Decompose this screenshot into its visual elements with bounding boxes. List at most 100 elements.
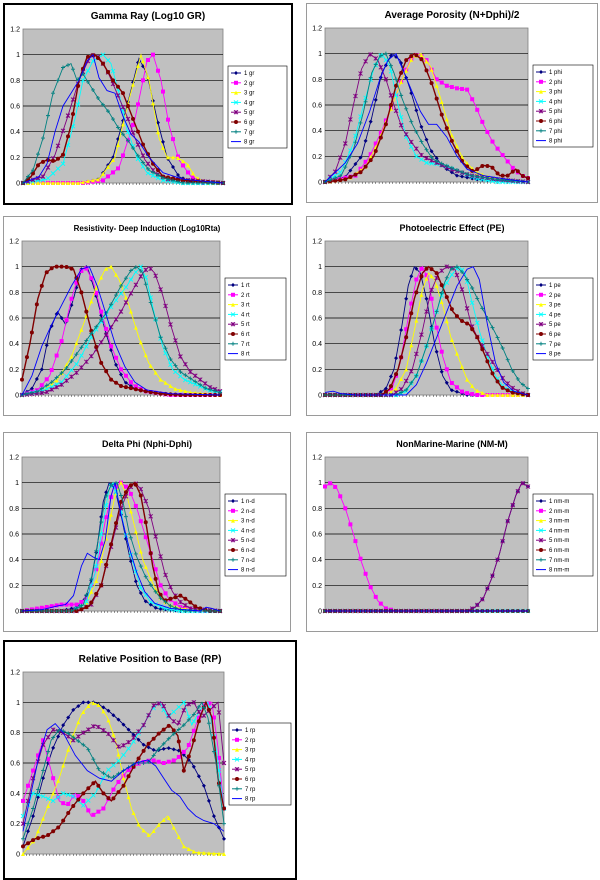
series-marker	[158, 554, 163, 559]
series-marker	[96, 766, 101, 771]
series-line	[21, 266, 221, 396]
chart-title: Gamma Ray (Log10 GR)	[91, 11, 205, 22]
series-marker	[353, 93, 358, 99]
series-marker	[414, 53, 419, 58]
series-marker	[378, 53, 383, 58]
chart-svg: Average Porosity (N+Dphi)/2 0 0.2 0.4 0.6 0.8…	[312, 10, 594, 187]
series-marker	[449, 307, 454, 312]
series-6-rt	[20, 264, 222, 397]
series-marker	[101, 171, 105, 176]
series-marker	[186, 701, 192, 707]
series-marker	[398, 114, 404, 120]
series-marker	[101, 61, 105, 66]
series-marker	[106, 731, 111, 737]
series-marker	[474, 176, 480, 181]
series-marker	[163, 346, 168, 351]
series-marker	[61, 181, 65, 185]
series-marker	[388, 389, 393, 394]
series-marker	[434, 83, 439, 88]
series-marker	[526, 176, 530, 181]
series-marker	[143, 574, 148, 579]
series-marker	[211, 703, 217, 709]
series-marker	[133, 551, 138, 556]
series-6-phi	[323, 52, 530, 184]
legend-marker	[234, 766, 240, 772]
series-marker	[186, 742, 191, 747]
series-marker	[69, 602, 74, 607]
series-marker	[459, 287, 465, 292]
series-marker	[56, 734, 61, 739]
legend-label: 8 pe	[549, 352, 561, 358]
series-marker	[109, 302, 114, 307]
y-tick-label: 0.6	[9, 316, 19, 323]
legend-marker	[234, 90, 238, 95]
series-marker	[59, 382, 64, 388]
y-tick-label: 1.2	[312, 455, 322, 462]
series-marker	[113, 297, 119, 303]
series-marker	[158, 335, 163, 340]
series-marker	[495, 557, 500, 562]
series-marker	[414, 129, 419, 134]
series-marker	[368, 119, 373, 124]
series-marker	[45, 796, 51, 801]
y-tick-label: 0.4	[312, 557, 322, 564]
series-marker	[101, 178, 105, 183]
series-marker	[178, 599, 183, 605]
series-marker	[158, 377, 163, 382]
legend-label: 1 rp	[245, 728, 256, 734]
series-marker	[151, 101, 155, 106]
series-marker	[186, 163, 190, 168]
legend-marker	[539, 283, 543, 287]
series-marker	[393, 93, 399, 98]
series-line	[22, 700, 225, 847]
legend-marker	[231, 302, 235, 307]
series-marker	[203, 609, 208, 613]
legend: 1 rt 2 rt 3 rt 4 rt 5 rt 6 rt 7 rt 8 rt	[224, 277, 287, 361]
series-marker	[128, 309, 133, 314]
series-marker	[148, 576, 153, 581]
series-marker	[434, 325, 439, 330]
series-marker	[49, 609, 54, 613]
legend-label: 5 pe	[549, 322, 561, 328]
series-marker	[373, 56, 379, 61]
series-marker	[161, 817, 166, 822]
series-marker	[480, 347, 485, 352]
series-marker	[206, 721, 211, 726]
legend-marker	[230, 528, 236, 533]
series-marker	[454, 389, 459, 394]
series-marker	[444, 275, 449, 280]
series-marker	[110, 68, 116, 74]
series-marker	[383, 389, 388, 394]
series-marker	[153, 589, 158, 594]
series-marker	[74, 341, 79, 346]
series-marker	[155, 175, 161, 181]
series-marker	[133, 503, 138, 508]
series-marker	[111, 170, 115, 175]
series-marker	[399, 93, 404, 98]
series-marker	[99, 309, 104, 314]
series-marker	[89, 276, 94, 281]
series-marker	[409, 311, 414, 316]
series-marker	[45, 175, 51, 181]
series-marker	[91, 701, 96, 706]
legend-marker	[539, 518, 543, 523]
series-marker	[49, 387, 55, 392]
legend-label: 6 phi	[549, 119, 562, 125]
series-marker	[464, 279, 470, 284]
chart-panel-resistivity: Resistivity- Deep Induction (Log10Rta) 0 0…	[3, 216, 291, 416]
series-marker	[41, 738, 46, 743]
series-marker	[495, 379, 500, 384]
series-marker	[160, 178, 166, 183]
series-marker	[143, 267, 149, 273]
series-marker	[64, 365, 69, 370]
series-marker	[191, 738, 196, 743]
series-marker	[465, 87, 470, 92]
series-marker	[146, 745, 151, 750]
series-marker	[89, 600, 94, 605]
series-marker	[168, 322, 173, 327]
series-marker	[91, 757, 96, 762]
series-marker	[76, 704, 81, 709]
legend-label: 3 n-d	[241, 519, 255, 525]
legend-label: 4 rp	[245, 757, 256, 763]
series-marker	[353, 162, 358, 167]
